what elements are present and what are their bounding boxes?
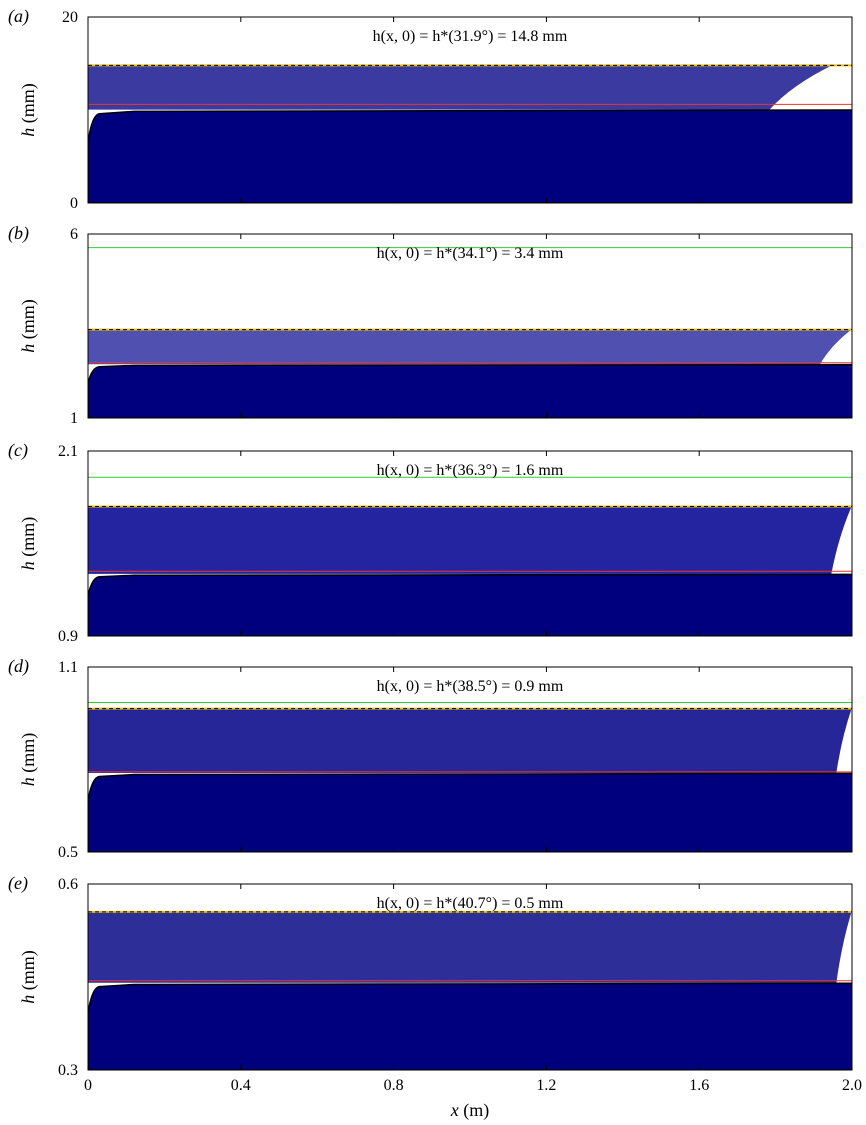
y-tick-label: 1 xyxy=(70,410,78,427)
y-axis-label: h (mm) xyxy=(18,950,39,1004)
panel-annotation: h(x, 0) = h*(34.1°) = 3.4 mm xyxy=(377,245,564,262)
x-axis-label-unit: (m) xyxy=(463,1100,489,1121)
base-layer xyxy=(88,982,852,1070)
y-axis-label: h (mm) xyxy=(18,299,39,353)
panel-d: 0.5 1.1 (d) h (mm) h(x, 0) = h*(38.5°) = 0.9… xyxy=(8,656,853,861)
x-tick-label: 0 xyxy=(84,1077,92,1094)
panel-annotation: h(x, 0) = h*(31.9°) = 14.8 mm xyxy=(373,28,568,45)
wave-front-4 xyxy=(88,64,834,111)
y-tick-label: 0 xyxy=(70,195,78,212)
panel-annotation: h(x, 0) = h*(38.5°) = 0.9 mm xyxy=(377,678,564,695)
y-axis-label-unit: (mm) xyxy=(18,950,39,990)
panel-annotation: h(x, 0) = h*(40.7°) = 0.5 mm xyxy=(377,895,564,912)
x-tick-label: 1.6 xyxy=(689,1077,709,1094)
wave-front-20 xyxy=(88,911,852,984)
wave-front-12 xyxy=(88,506,852,575)
panel-label: (a) xyxy=(8,6,29,27)
base-layer xyxy=(88,772,852,852)
x-tick-label: 0.4 xyxy=(231,1077,251,1094)
panel-plot-area xyxy=(88,701,852,852)
y-axis-label-unit: (mm) xyxy=(18,299,39,339)
y-axis-label-var: h xyxy=(18,123,38,137)
y-axis-label-var: h xyxy=(18,557,38,571)
y-axis-label-var: h xyxy=(18,773,38,787)
y-axis-label-unit: (mm) xyxy=(18,517,39,557)
y-axis-label-var: h xyxy=(18,990,38,1004)
base-layer xyxy=(88,363,852,418)
panel-label: (b) xyxy=(8,223,29,244)
panel-b: 1 6 (b) h (mm) h(x, 0) = h*(34.1°) = 3.4 mm xyxy=(8,223,853,427)
wave-front-8 xyxy=(88,329,852,366)
panel-plot-area xyxy=(88,247,852,418)
panel-a: 0 20 (a) h (mm) h(x, 0) = h*(31.9°) = 14.8 m… xyxy=(8,6,853,212)
panel-annotation: h(x, 0) = h*(36.3°) = 1.6 mm xyxy=(377,462,564,479)
x-tick-label: 0.8 xyxy=(384,1077,404,1094)
y-tick-label: 0.9 xyxy=(58,628,78,645)
y-axis-label-unit: (mm) xyxy=(18,83,39,123)
y-tick-label: 0.6 xyxy=(58,876,78,893)
x-axis-label-var: x xyxy=(450,1100,464,1120)
panel-plot-area xyxy=(88,64,852,203)
panel-frame xyxy=(87,883,853,1071)
panel-label: (d) xyxy=(8,656,29,677)
y-tick-label: 0.3 xyxy=(58,1062,78,1079)
panel-plot-area xyxy=(88,476,852,636)
base-layer xyxy=(88,109,852,203)
base-layer xyxy=(88,573,852,636)
x-tick-label: 2.0 xyxy=(842,1077,862,1094)
y-tick-label: 2.1 xyxy=(58,443,78,460)
panel-label: (c) xyxy=(8,440,28,461)
y-axis-label: h (mm) xyxy=(18,517,39,571)
y-axis-label: h (mm) xyxy=(18,83,39,137)
panel-frame xyxy=(87,450,853,637)
panel-plot-area xyxy=(88,910,852,1070)
panel-label: (e) xyxy=(8,873,28,894)
y-axis-label: h (mm) xyxy=(18,733,39,787)
panel-c: 0.9 2.1 (c) h (mm) h(x, 0) = h*(36.3°) = 1.6… xyxy=(8,440,853,645)
x-tick-label: 1.2 xyxy=(536,1077,556,1094)
x-axis-label: x (m) xyxy=(450,1100,490,1121)
y-axis-label-unit: (mm) xyxy=(18,733,39,773)
panel-frame xyxy=(87,233,853,419)
y-tick-label: 0.5 xyxy=(58,844,78,861)
y-axis-label-var: h xyxy=(18,339,38,353)
panel-frame xyxy=(87,16,853,204)
wave-front-16 xyxy=(88,708,852,774)
y-tick-label: 20 xyxy=(62,9,78,26)
panel-e: 0.3 0.6 (e) h (mm) h(x, 0) = h*(40.7°) = 0.5… xyxy=(8,873,853,1079)
y-tick-label: 6 xyxy=(70,226,78,243)
y-tick-label: 1.1 xyxy=(58,659,78,676)
panel-frame xyxy=(87,666,853,853)
